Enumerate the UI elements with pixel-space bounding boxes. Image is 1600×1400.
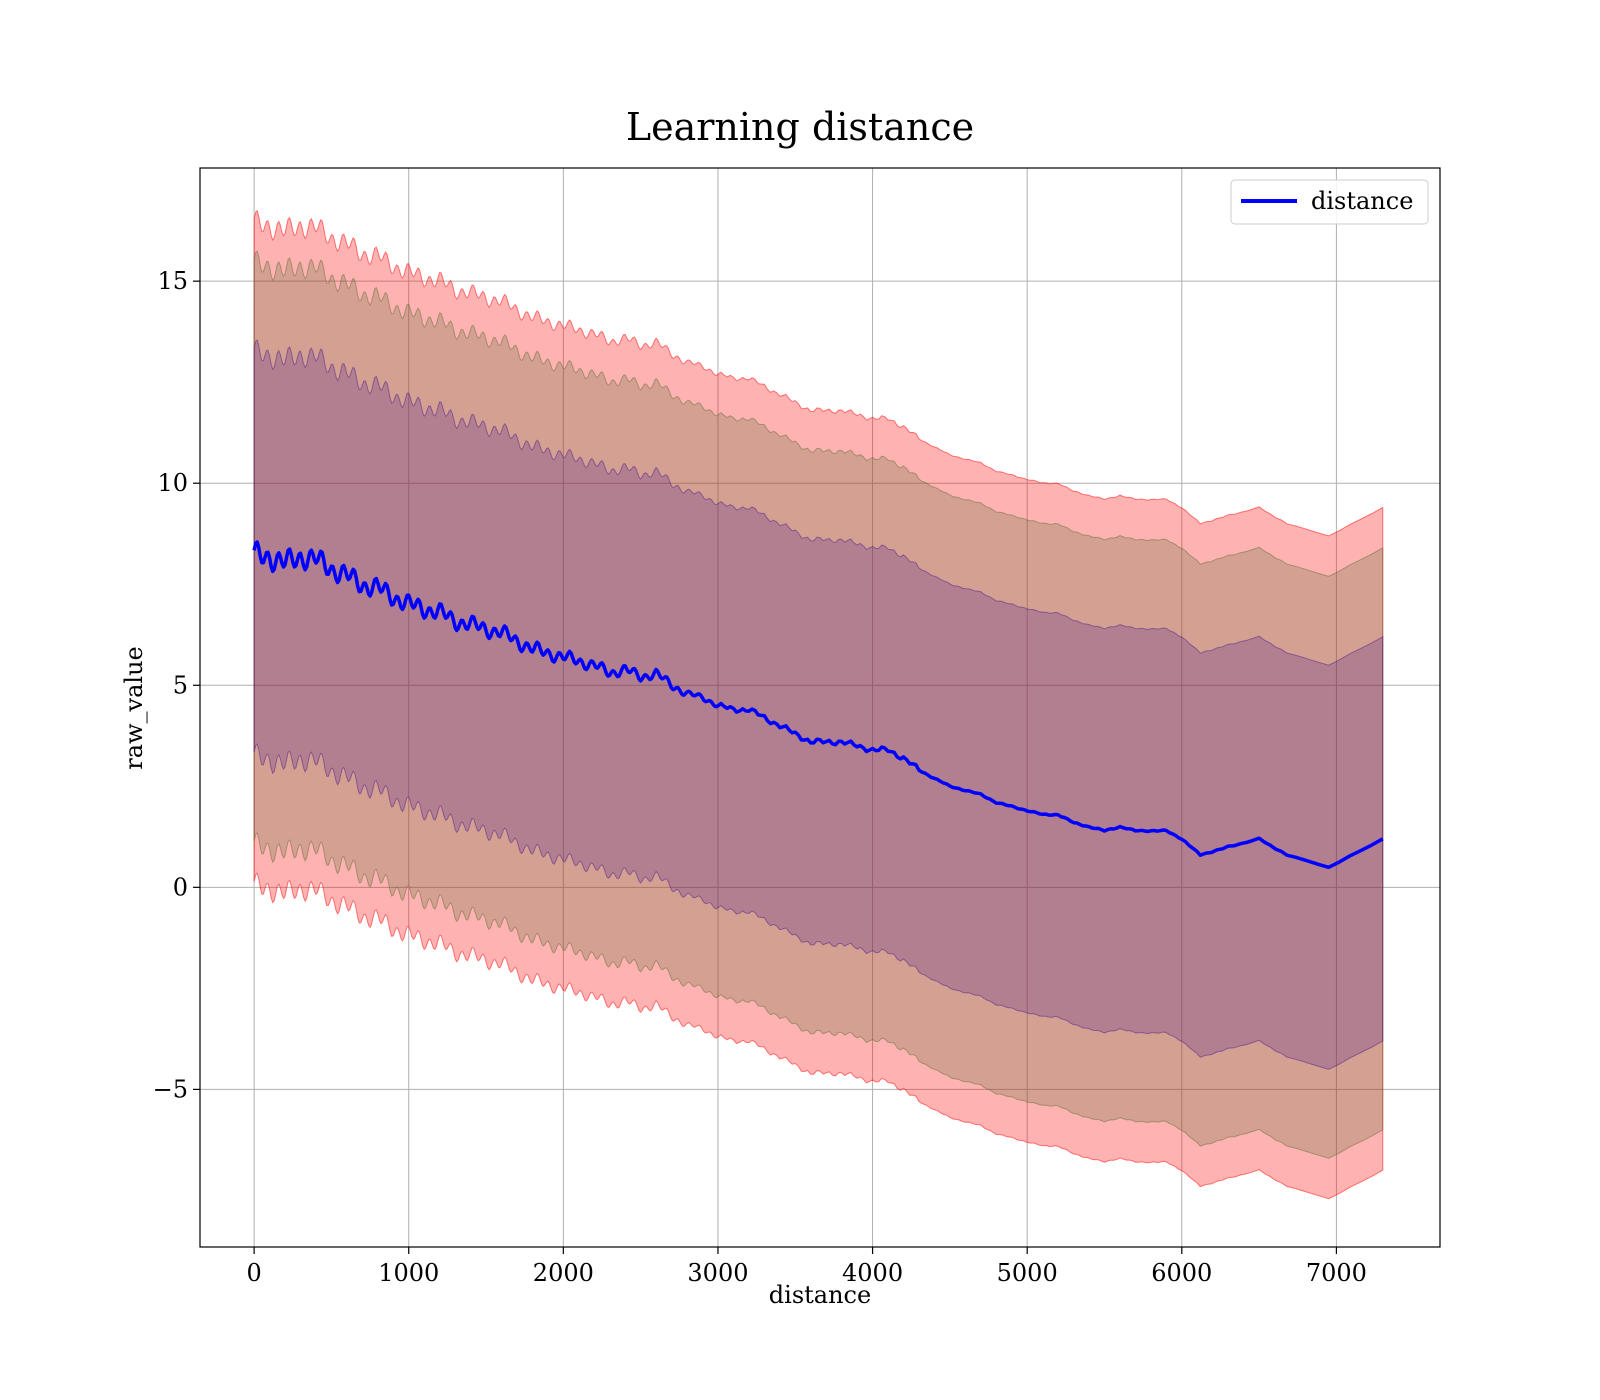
x-axis-label: distance <box>769 1281 871 1309</box>
grid-layer <box>200 168 1440 1247</box>
y-tick-label: 0 <box>173 873 188 901</box>
x-tick-label: 1000 <box>378 1259 439 1287</box>
x-tick-label: 3000 <box>687 1259 748 1287</box>
legend-label-distance: distance <box>1311 187 1413 215</box>
chart-title: Learning distance <box>626 105 974 149</box>
legend: distance <box>1230 179 1429 225</box>
line-layer <box>252 540 1384 870</box>
x-axis: 0 1000 2000 3000 4000 5000 6000 7000 <box>246 1247 1367 1287</box>
confidence-band-1 <box>253 250 1384 1159</box>
series-line-distance <box>252 540 1384 870</box>
y-tick-label: −5 <box>153 1075 188 1103</box>
x-tick-label: 0 <box>246 1259 261 1287</box>
x-tick-label: 6000 <box>1151 1259 1212 1287</box>
y-axis: −5 0 5 10 15 <box>153 267 200 1103</box>
x-tick-label: 5000 <box>997 1259 1058 1287</box>
band-layer <box>253 209 1384 1200</box>
y-tick-label: 10 <box>157 469 188 497</box>
y-axis-label: raw_value <box>120 646 148 770</box>
y-tick-label: 15 <box>157 267 188 295</box>
plot-frame <box>199 167 1441 1248</box>
legend-box <box>1230 179 1429 225</box>
confidence-band-0 <box>253 209 1384 1200</box>
confidence-band-2 <box>253 339 1384 1070</box>
x-tick-label: 7000 <box>1306 1259 1367 1287</box>
y-tick-label: 5 <box>173 671 188 699</box>
x-tick-label: 2000 <box>533 1259 594 1287</box>
x-tick-label: 4000 <box>842 1259 903 1287</box>
